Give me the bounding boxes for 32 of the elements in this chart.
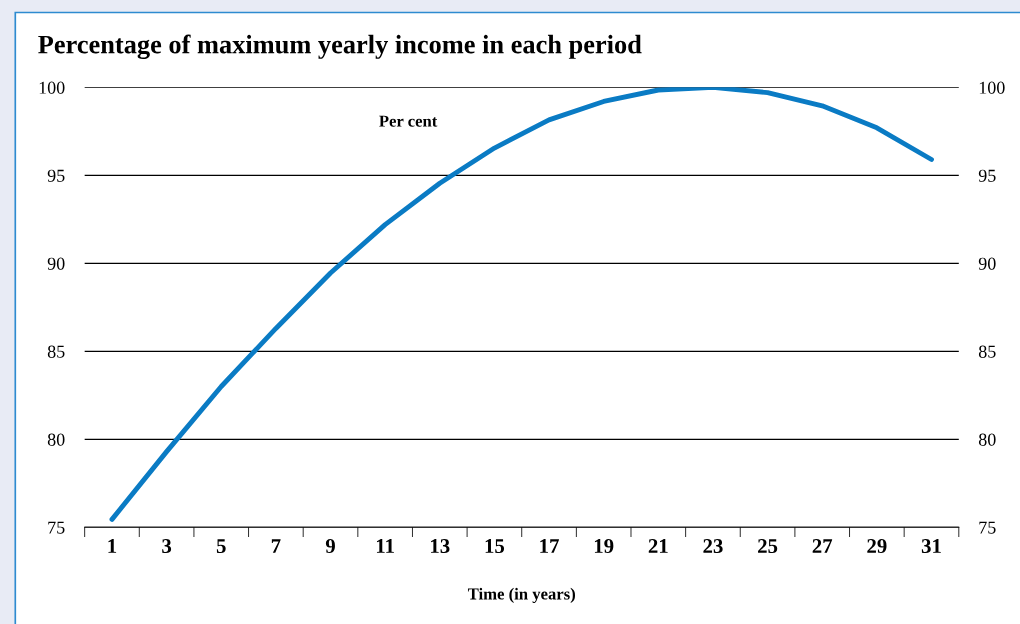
x-tick-label: 31 <box>921 539 941 554</box>
annotation: Per cent <box>379 115 438 127</box>
x-tick-label: 13 <box>431 539 450 554</box>
y2-tick-label: 85 <box>978 345 996 358</box>
x-axis-title: Time (in years) <box>467 587 576 603</box>
y2-tick-label: 90 <box>978 257 996 270</box>
x-tick-label: 3 <box>162 539 172 554</box>
y2-tick-label: 75 <box>979 521 996 534</box>
chart-title: Percentage of maximum yearly income in each period <box>38 34 642 59</box>
y-tick-label: 100 <box>39 81 65 94</box>
y2-tick-label: 95 <box>978 169 996 182</box>
x-tick-label: 9 <box>325 539 335 554</box>
x-tick-label: 19 <box>594 539 614 554</box>
y-tick-label: 85 <box>47 345 65 358</box>
y2-tick-label: 80 <box>978 433 996 446</box>
x-tick-label: 11 <box>376 539 394 553</box>
y-tick-label: 75 <box>48 521 65 534</box>
x-tick-label: 15 <box>485 539 505 554</box>
y-tick-label: 90 <box>47 257 65 270</box>
x-tick-label: 23 <box>703 539 723 554</box>
x-tick-label: 1 <box>108 539 117 553</box>
x-tick-label: 27 <box>812 539 833 553</box>
line-series <box>109 87 934 522</box>
x-tick-label: 21 <box>648 539 668 553</box>
x-tick-label: 7 <box>271 539 281 553</box>
x-tick-label: 29 <box>867 539 887 554</box>
x-tick-label: 5 <box>216 539 226 554</box>
x-tick-label: 17 <box>540 539 559 553</box>
y-tick-label: 95 <box>47 169 65 182</box>
y-tick-label: 80 <box>47 433 65 446</box>
x-tick-label: 25 <box>758 539 778 554</box>
y2-tick-label: 100 <box>979 81 1005 94</box>
